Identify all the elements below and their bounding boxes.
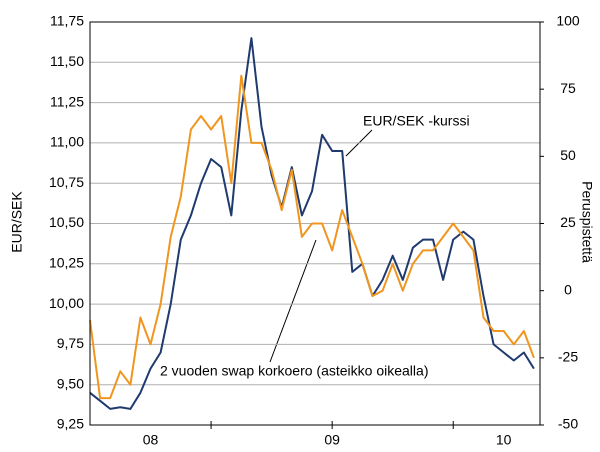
y-tick-label: 9,75 <box>57 335 84 351</box>
y2-axis-label: Peruspistettä <box>579 181 595 263</box>
x-tick-label: 09 <box>324 432 340 448</box>
y-tick-label: 10,75 <box>49 174 84 190</box>
y-tick-label: 10,25 <box>49 255 84 271</box>
y2-tick-label: 50 <box>560 147 576 163</box>
annotation: EUR/SEK -kurssi <box>363 113 470 129</box>
y-tick-label: 11,75 <box>50 13 84 29</box>
series-line <box>89 74 535 400</box>
x-tick-label: 10 <box>496 432 512 448</box>
y2-tick-label: -25 <box>558 349 578 365</box>
y-tick-label: 11,25 <box>50 93 84 109</box>
y-tick-label: 9,50 <box>57 375 84 391</box>
leader-line <box>269 239 317 363</box>
y2-tick-label: 100 <box>556 13 580 29</box>
y2-tick-label: -50 <box>558 416 578 432</box>
x-tick-label: 08 <box>143 432 159 448</box>
y-tick-label: 10,00 <box>49 295 84 311</box>
plot-frame <box>89 21 541 426</box>
y2-tick-label: 0 <box>564 281 572 297</box>
y-axis-label: EUR/SEK <box>9 191 25 253</box>
y-tick-label: 11,00 <box>50 134 84 150</box>
series-line <box>89 37 535 410</box>
y-tick-label: 11,50 <box>50 53 84 69</box>
y-tick-label: 10,50 <box>49 214 84 230</box>
y-tick-label: 9,25 <box>57 416 84 432</box>
y2-tick-label: 25 <box>560 214 576 230</box>
y2-tick-label: 75 <box>560 80 576 96</box>
annotation: 2 vuoden swap korkoero (asteikko oikeall… <box>160 363 428 379</box>
